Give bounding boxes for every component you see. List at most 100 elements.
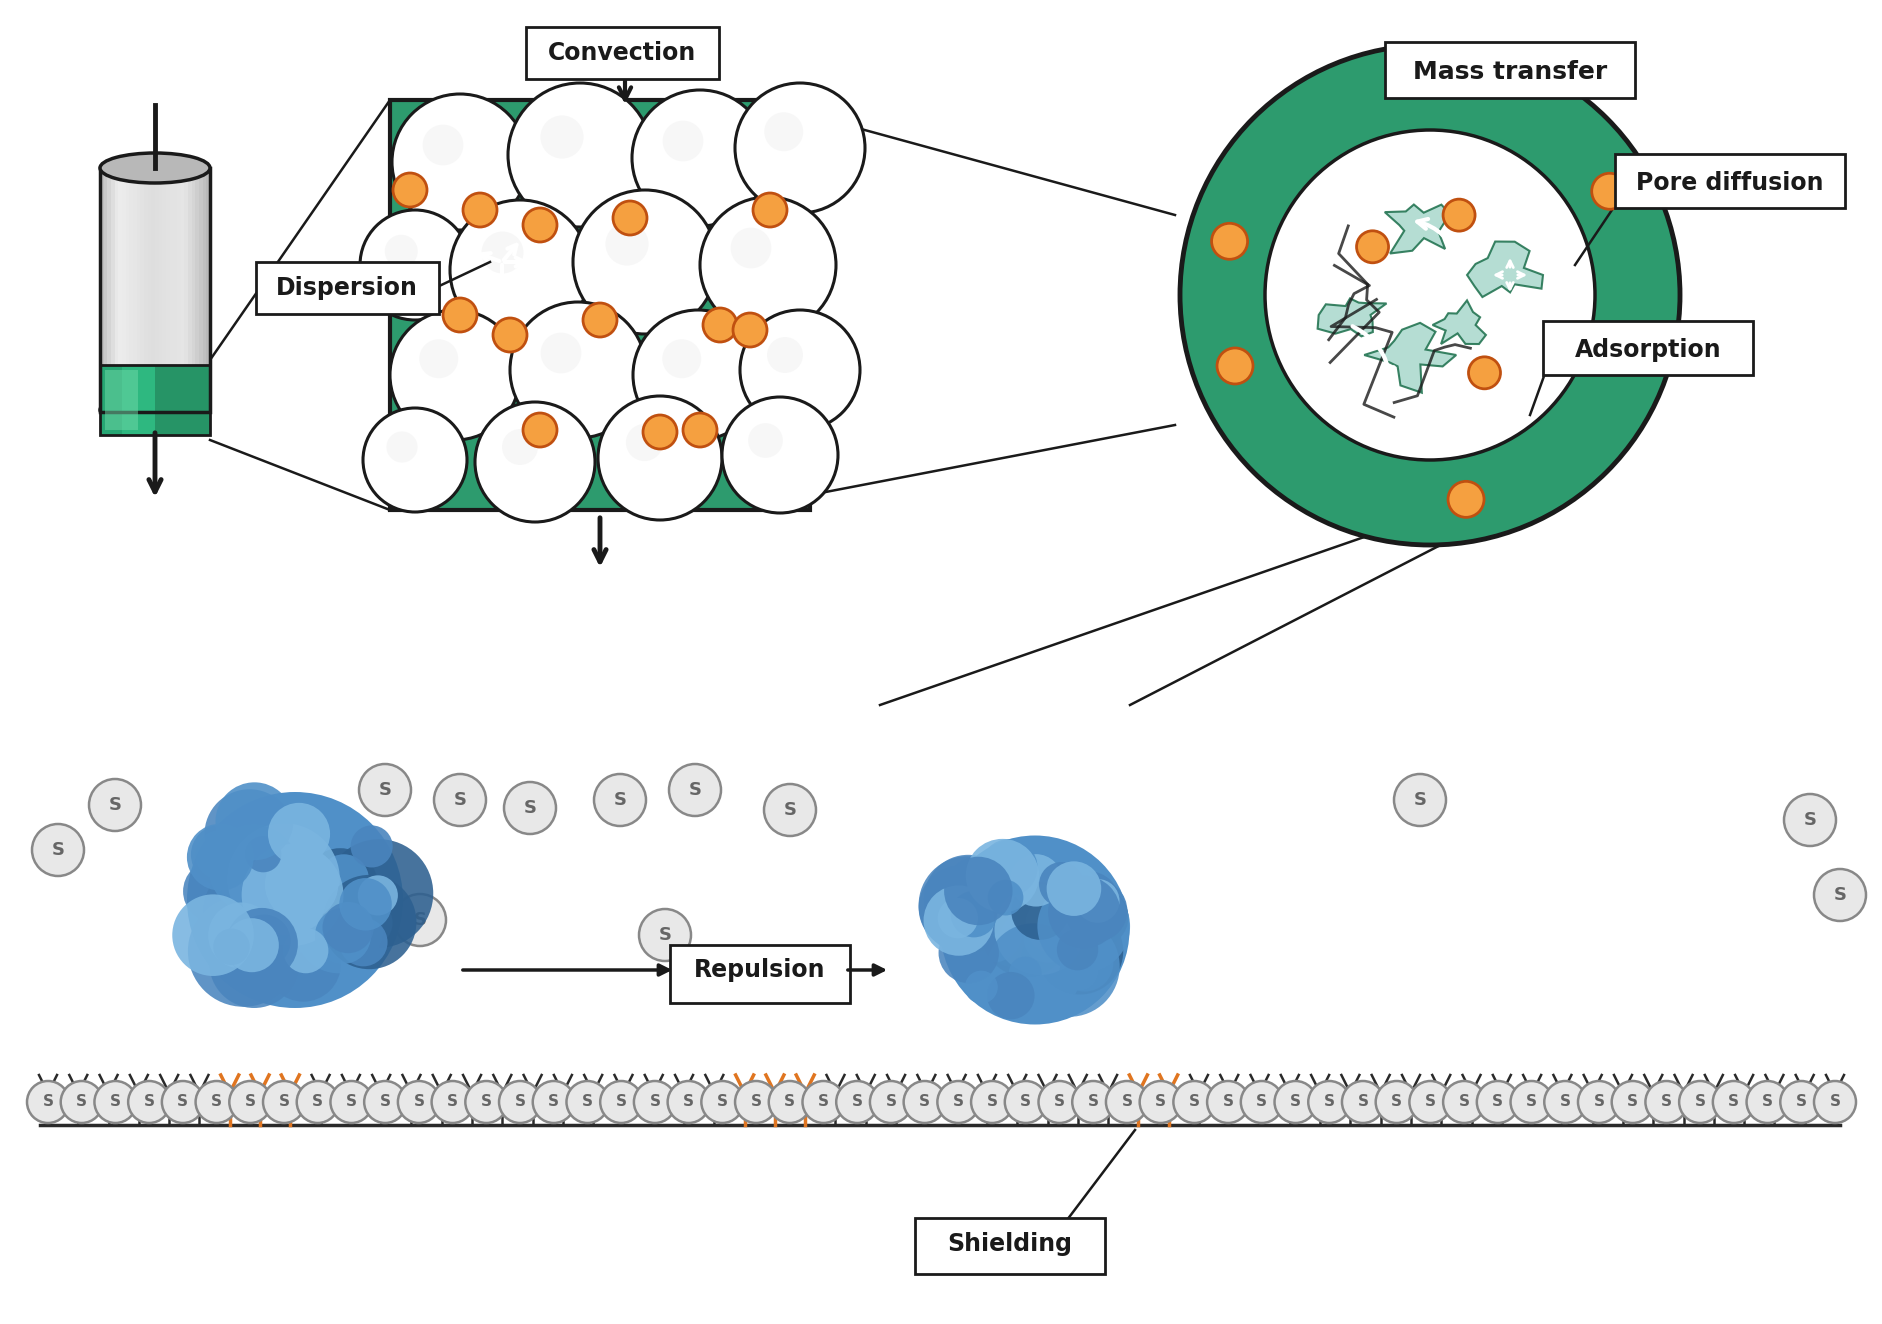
Circle shape (222, 845, 301, 923)
Circle shape (213, 928, 250, 965)
Circle shape (1105, 1080, 1148, 1123)
Bar (199, 365, 205, 436)
Bar (169, 168, 175, 412)
Circle shape (422, 124, 463, 166)
Circle shape (1048, 876, 1120, 948)
Text: S: S (1459, 1095, 1468, 1110)
Text: S: S (1221, 1095, 1233, 1110)
Bar (100, 168, 105, 412)
Text: S: S (1020, 1095, 1031, 1110)
Circle shape (943, 857, 1013, 925)
Circle shape (928, 873, 1007, 953)
Circle shape (740, 310, 860, 430)
Circle shape (700, 1080, 743, 1123)
Text: S: S (1524, 1095, 1536, 1110)
Circle shape (260, 867, 327, 936)
Text: Shielding: Shielding (947, 1233, 1073, 1256)
Text: S: S (615, 1095, 627, 1110)
Bar (166, 168, 171, 412)
Circle shape (359, 764, 410, 816)
Bar (107, 168, 111, 412)
Circle shape (918, 857, 1016, 953)
Circle shape (583, 303, 617, 338)
Polygon shape (1363, 323, 1455, 393)
Bar (154, 168, 160, 412)
Bar (143, 365, 151, 436)
Text: S: S (1762, 1095, 1773, 1110)
Circle shape (186, 792, 403, 1008)
Circle shape (1812, 1080, 1856, 1123)
Circle shape (433, 775, 486, 826)
Circle shape (540, 332, 582, 373)
Text: S: S (414, 911, 427, 929)
Circle shape (265, 927, 341, 1002)
Circle shape (226, 888, 307, 970)
Circle shape (634, 1080, 676, 1123)
Text: S: S (817, 1095, 828, 1110)
Circle shape (450, 200, 589, 340)
Bar (203, 168, 207, 412)
Circle shape (1468, 357, 1500, 389)
Circle shape (162, 1080, 203, 1123)
Circle shape (937, 898, 977, 939)
Text: S: S (1626, 1095, 1637, 1110)
Circle shape (209, 919, 299, 1008)
Text: S: S (211, 1095, 222, 1110)
Bar (128, 365, 134, 436)
Circle shape (869, 1080, 911, 1123)
Circle shape (463, 193, 497, 226)
Polygon shape (1466, 241, 1541, 297)
Circle shape (638, 910, 691, 961)
Text: S: S (548, 1095, 559, 1110)
Bar (160, 365, 167, 436)
Circle shape (600, 1080, 642, 1123)
Circle shape (1216, 348, 1252, 384)
Circle shape (297, 1080, 339, 1123)
Circle shape (1056, 935, 1112, 992)
Text: S: S (1833, 886, 1846, 904)
Circle shape (390, 310, 519, 440)
Circle shape (1060, 952, 1097, 990)
Text: S: S (885, 1095, 896, 1110)
Circle shape (499, 1080, 540, 1123)
Circle shape (734, 83, 864, 213)
Circle shape (393, 173, 427, 207)
Circle shape (702, 308, 736, 342)
Circle shape (1442, 1080, 1485, 1123)
Bar (151, 168, 156, 412)
Text: S: S (582, 1095, 593, 1110)
Circle shape (1240, 1080, 1282, 1123)
Circle shape (523, 413, 557, 448)
Circle shape (593, 775, 646, 826)
Circle shape (301, 849, 378, 924)
Circle shape (397, 1080, 440, 1123)
Circle shape (747, 424, 783, 458)
Text: Dispersion: Dispersion (277, 275, 418, 301)
Bar (130, 168, 134, 412)
Text: S: S (1323, 1095, 1334, 1110)
Circle shape (205, 789, 294, 879)
Circle shape (171, 895, 254, 976)
Bar (173, 168, 179, 412)
Circle shape (606, 222, 647, 266)
Circle shape (922, 886, 994, 956)
Circle shape (632, 90, 768, 226)
Circle shape (1071, 1080, 1114, 1123)
Circle shape (1447, 482, 1483, 518)
Circle shape (986, 916, 1037, 967)
Circle shape (465, 1080, 506, 1123)
Circle shape (391, 94, 527, 230)
Circle shape (683, 413, 717, 448)
Bar (199, 168, 203, 412)
FancyBboxPatch shape (525, 26, 719, 79)
Circle shape (964, 904, 1022, 963)
Circle shape (971, 1080, 1013, 1123)
Circle shape (226, 908, 297, 980)
Circle shape (642, 414, 678, 449)
Bar (390, 101, 809, 510)
Circle shape (1509, 1080, 1553, 1123)
Text: S: S (1492, 1095, 1502, 1110)
Circle shape (1067, 886, 1112, 932)
Text: S: S (717, 1095, 728, 1110)
Circle shape (339, 918, 388, 967)
